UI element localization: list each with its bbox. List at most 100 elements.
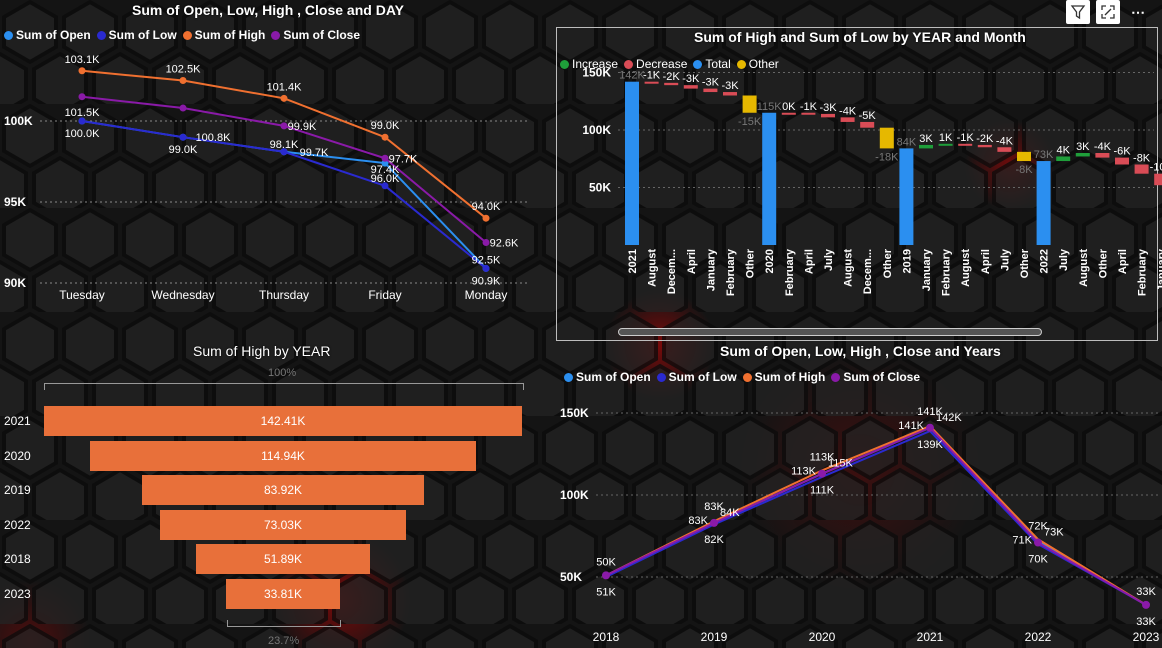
data-label: 33K [1136,616,1156,628]
data-label: 0K [782,101,796,113]
y-tick-label: 50K [560,570,582,584]
data-point [179,77,187,84]
x-tick-label: April [980,249,992,274]
legend-dot [271,30,281,40]
data-point [280,148,288,156]
waterfall-bar [879,127,894,149]
funnel-category-label: 2019 [4,483,31,497]
data-label: 90.9K [472,275,501,287]
legend-dot [742,372,752,382]
x-tick-label: August [960,249,972,287]
y-tick-label: 100K [560,488,589,502]
legend-label: Sum of Close [283,28,361,42]
y-tick-label: 95K [4,195,26,209]
funnel-bar[interactable]: 83.92K [142,475,424,505]
legend-item[interactable]: Sum of Close [831,370,920,384]
data-label: -4K [996,135,1014,147]
x-tick-label: August [843,249,855,287]
x-tick-label: Friday [368,288,401,302]
waterfall-bar [1115,157,1129,165]
data-point [179,133,187,141]
waterfall-bar [919,144,933,149]
waterfall-bar [781,112,796,115]
data-label: -4K [1094,141,1112,153]
legend-label: Sum of Low [668,370,737,384]
waterfall-bar [1036,161,1051,245]
waterfall-bar [997,147,1012,152]
legend-dot [693,59,703,69]
data-label: -2K [663,71,681,83]
data-label: 82K [704,534,724,546]
waterfall-bar [1095,153,1110,158]
waterfall-bar [958,143,973,146]
data-label: 99.0K [169,144,198,156]
waterfall-plot: 50K 100K 150K 142K 2021 -1K August -2K Decem... -… [582,66,1162,296]
legend-item[interactable]: Increase [560,57,618,71]
data-point [710,518,718,527]
legend-dot [736,59,746,69]
chart-title: Sum of Open, Low, High , Close and DAY [132,2,404,18]
legend-dot [564,372,573,382]
legend-label: Sum of Open [576,370,651,384]
funnel-top-percent: 100% [268,367,297,379]
x-tick-label: Monday [465,288,508,302]
funnel-bottom-percent: 23.7% [268,635,300,647]
series-line [605,429,1147,606]
focus-mode-icon[interactable] [1096,0,1120,24]
data-label: 99.0K [371,120,400,132]
horizontal-scrollbar[interactable] [618,328,1042,336]
data-label: -6K [1113,146,1131,158]
legend-item[interactable]: Sum of Low [656,370,737,384]
waterfall-bar [899,148,914,245]
funnel-category-label: 2020 [4,448,31,463]
legend-item[interactable]: Sum of Open [4,28,91,42]
x-tick-label: 2023 [1133,630,1160,644]
legend-item[interactable]: Other [736,57,779,71]
data-label: 115K [828,458,854,470]
x-tick-label: April [1117,249,1129,274]
x-tick-label: February [784,248,796,296]
funnel-bar[interactable]: 33.81K [226,578,340,609]
x-tick-label: Wednesday [151,288,214,302]
legend-item[interactable]: Sum of Low [96,28,177,42]
x-tick-label: August [647,249,659,287]
chart-title: Sum of High and Sum of Low by YEAR and M… [694,29,1026,45]
data-label: 100.0K [65,128,101,140]
waterfall-bar [821,113,835,118]
data-label: 101.4K [267,81,303,93]
legend-label: Sum of Close [843,370,921,384]
more-options-button[interactable]: ⋯ [1131,3,1145,20]
legend-item[interactable]: Sum of High [742,370,825,384]
data-label: 1K [939,132,953,144]
legend-item[interactable]: Total [693,57,731,71]
waterfall-bar [703,88,718,93]
funnel-top-bracket [44,383,524,390]
legend-label: Other [748,57,779,71]
funnel-bar[interactable]: 51.89K [195,544,371,574]
x-tick-label: April [686,249,698,274]
legend-item[interactable]: Sum of High [182,28,265,42]
data-label: 111K [810,485,835,497]
data-point [482,214,490,222]
visual-toolbar: ⋯ [1066,0,1150,24]
legend-item[interactable]: Sum of Close [271,28,360,42]
data-label: 73K [1034,149,1054,161]
funnel-bar[interactable]: 142.41K [44,406,522,436]
x-tick-label: 2020 [764,249,776,273]
data-label: 96.0K [371,173,400,185]
data-label: -18K [875,151,899,163]
data-label: 84K [720,507,740,519]
x-tick-label: Other [1097,248,1109,278]
waterfall-bar [1154,173,1162,186]
legend-item[interactable]: Decrease [624,57,687,71]
data-label: 73K [1044,527,1064,539]
data-point [280,94,288,102]
legend-dot [96,30,106,40]
funnel-bar[interactable]: 73.03K [160,509,406,540]
filter-icon[interactable] [1066,0,1090,24]
chart-title: Sum of High by YEAR [193,343,331,359]
x-tick-label: 2019 [901,249,913,273]
data-point [482,239,490,246]
funnel-bar[interactable]: 114.94K [90,440,476,471]
legend-item[interactable]: Sum of Open [564,370,651,384]
